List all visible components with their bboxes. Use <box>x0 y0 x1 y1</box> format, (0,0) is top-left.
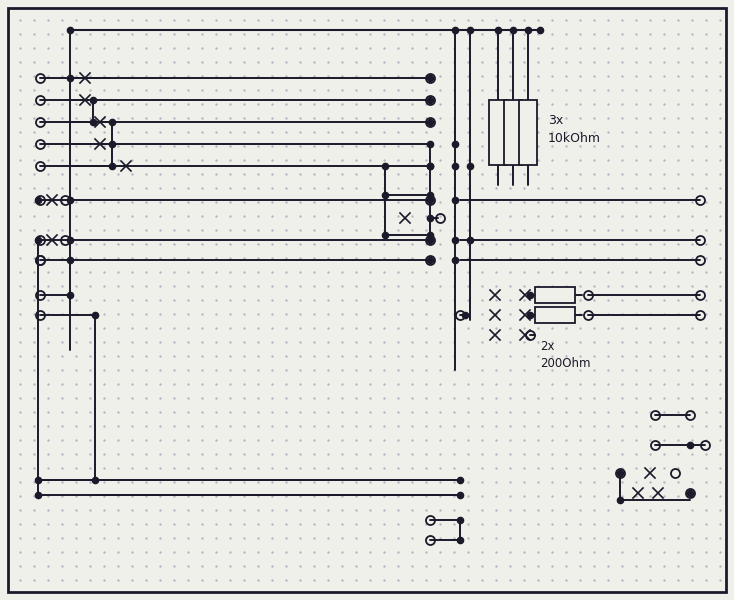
Bar <box>519 100 537 165</box>
Text: 3x
10kOhm: 3x 10kOhm <box>548 115 601 145</box>
Text: 2x
200Ohm: 2x 200Ohm <box>540 340 590 370</box>
Bar <box>489 100 507 165</box>
Bar <box>504 100 522 165</box>
Bar <box>535 287 575 303</box>
Bar <box>535 307 575 323</box>
